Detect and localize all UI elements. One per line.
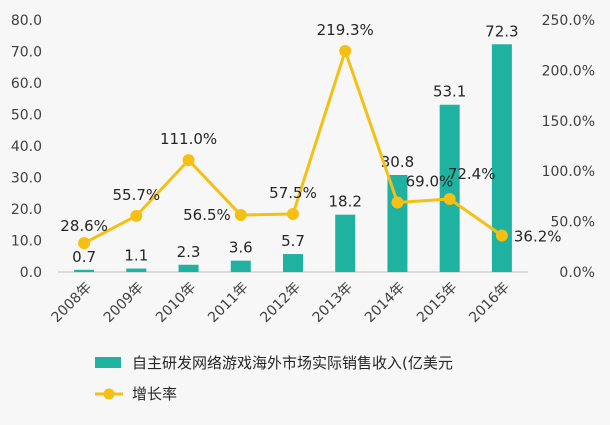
- bar: [178, 264, 199, 272]
- bar: [491, 44, 512, 272]
- line-marker: [234, 209, 247, 222]
- legend: 自主研发网络游戏海外市场实际销售收入(亿美元 增长率: [95, 354, 453, 403]
- y-left-tick-label: 0.0: [20, 265, 42, 281]
- x-tick-label: 2013年: [310, 280, 356, 326]
- line-marker: [287, 208, 299, 221]
- legend-swatch-marker: [103, 388, 115, 400]
- line-marker: [391, 196, 404, 209]
- x-tick-label: 2010年: [153, 280, 199, 326]
- line-marker: [339, 44, 352, 57]
- y-left-tick-label: 60.0: [11, 76, 42, 92]
- line-data-label: 219.3%: [317, 21, 374, 39]
- line-marker: [495, 229, 508, 242]
- bar: [283, 254, 303, 272]
- bar-data-label: 30.8: [381, 153, 414, 171]
- legend-label-bar: 自主研发网络游戏海外市场实际销售收入(亿美元: [132, 354, 453, 372]
- y-left-tick-label: 40.0: [11, 139, 42, 155]
- y-left-tick-label: 30.0: [11, 171, 42, 187]
- y-right-tick-label: 200.0%: [542, 63, 595, 79]
- y-axis-left: 0.0 10.0 20.0 30.0 40.0 50.0 60.0 70.0 80.0: [11, 13, 42, 281]
- line-marker: [443, 193, 456, 206]
- bar-data-label: 0.7: [72, 248, 96, 266]
- bar-data-label: 53.1: [433, 83, 466, 101]
- line-data-label: 72.4%: [448, 165, 496, 183]
- y-axis-right: 0.0% 50.0% 100.0% 150.0% 200.0% 250.0%: [542, 13, 595, 281]
- bar: [335, 214, 356, 272]
- x-tick-label: 2008年: [49, 280, 95, 326]
- line-data-label: 56.5%: [183, 206, 231, 224]
- bar-data-label: 5.7: [281, 232, 305, 250]
- y-left-tick-label: 20.0: [11, 202, 42, 218]
- y-right-tick-label: 100.0%: [542, 164, 595, 180]
- legend-swatch-bar: [95, 357, 121, 368]
- y-left-tick-label: 80.0: [11, 13, 42, 29]
- line-data-label: 55.7%: [113, 186, 161, 204]
- y-left-tick-label: 70.0: [11, 45, 42, 61]
- y-left-tick-label: 50.0: [11, 108, 42, 124]
- bar-data-label: 2.3: [177, 243, 201, 261]
- y-right-tick-label: 50.0%: [551, 215, 595, 231]
- y-left-tick-label: 10.0: [11, 234, 42, 250]
- y-right-tick-label: 0.0%: [559, 265, 595, 281]
- bar-data-label: 72.3: [485, 22, 518, 40]
- bar: [74, 269, 95, 272]
- x-tick-label: 2014年: [362, 280, 408, 326]
- legend-label-line: 增长率: [132, 385, 177, 403]
- line-data-label: 57.5%: [269, 184, 317, 202]
- bar: [230, 260, 251, 272]
- bar-data-label: 1.1: [124, 247, 148, 265]
- x-tick-label: 2012年: [257, 280, 303, 326]
- y-right-tick-label: 150.0%: [542, 114, 595, 130]
- bar: [439, 104, 460, 272]
- bar: [387, 174, 408, 272]
- x-tick-label: 2011年: [205, 280, 251, 326]
- y-right-tick-label: 250.0%: [542, 13, 595, 29]
- bar-data-labels: 0.7 1.1 2.3 3.6 5.7 18.2 30.8 53.1 72.3: [72, 22, 518, 266]
- bar: [126, 268, 147, 272]
- x-tick-label: 2009年: [101, 280, 147, 326]
- x-tick-label: 2016年: [466, 280, 512, 326]
- x-tick-label: 2015年: [414, 280, 460, 326]
- line-marker: [130, 209, 143, 222]
- line-data-label: 111.0%: [160, 130, 217, 148]
- line-marker: [78, 237, 91, 250]
- line-data-label: 69.0%: [406, 172, 454, 190]
- bar-data-label: 18.2: [329, 193, 362, 211]
- line-data-label: 28.6%: [60, 217, 108, 235]
- line-data-label: 36.2%: [514, 228, 562, 246]
- line-data-labels: 28.6%55.7%111.0%56.5%57.5%219.3%69.0%72.…: [60, 21, 561, 246]
- line-marker: [182, 154, 195, 167]
- x-tick-labels: 2008年 2009年 2010年 2011年 2012年 2013年 2014年 2015年…: [49, 280, 513, 326]
- bar-data-label: 3.6: [229, 239, 253, 257]
- line-series: [78, 44, 508, 250]
